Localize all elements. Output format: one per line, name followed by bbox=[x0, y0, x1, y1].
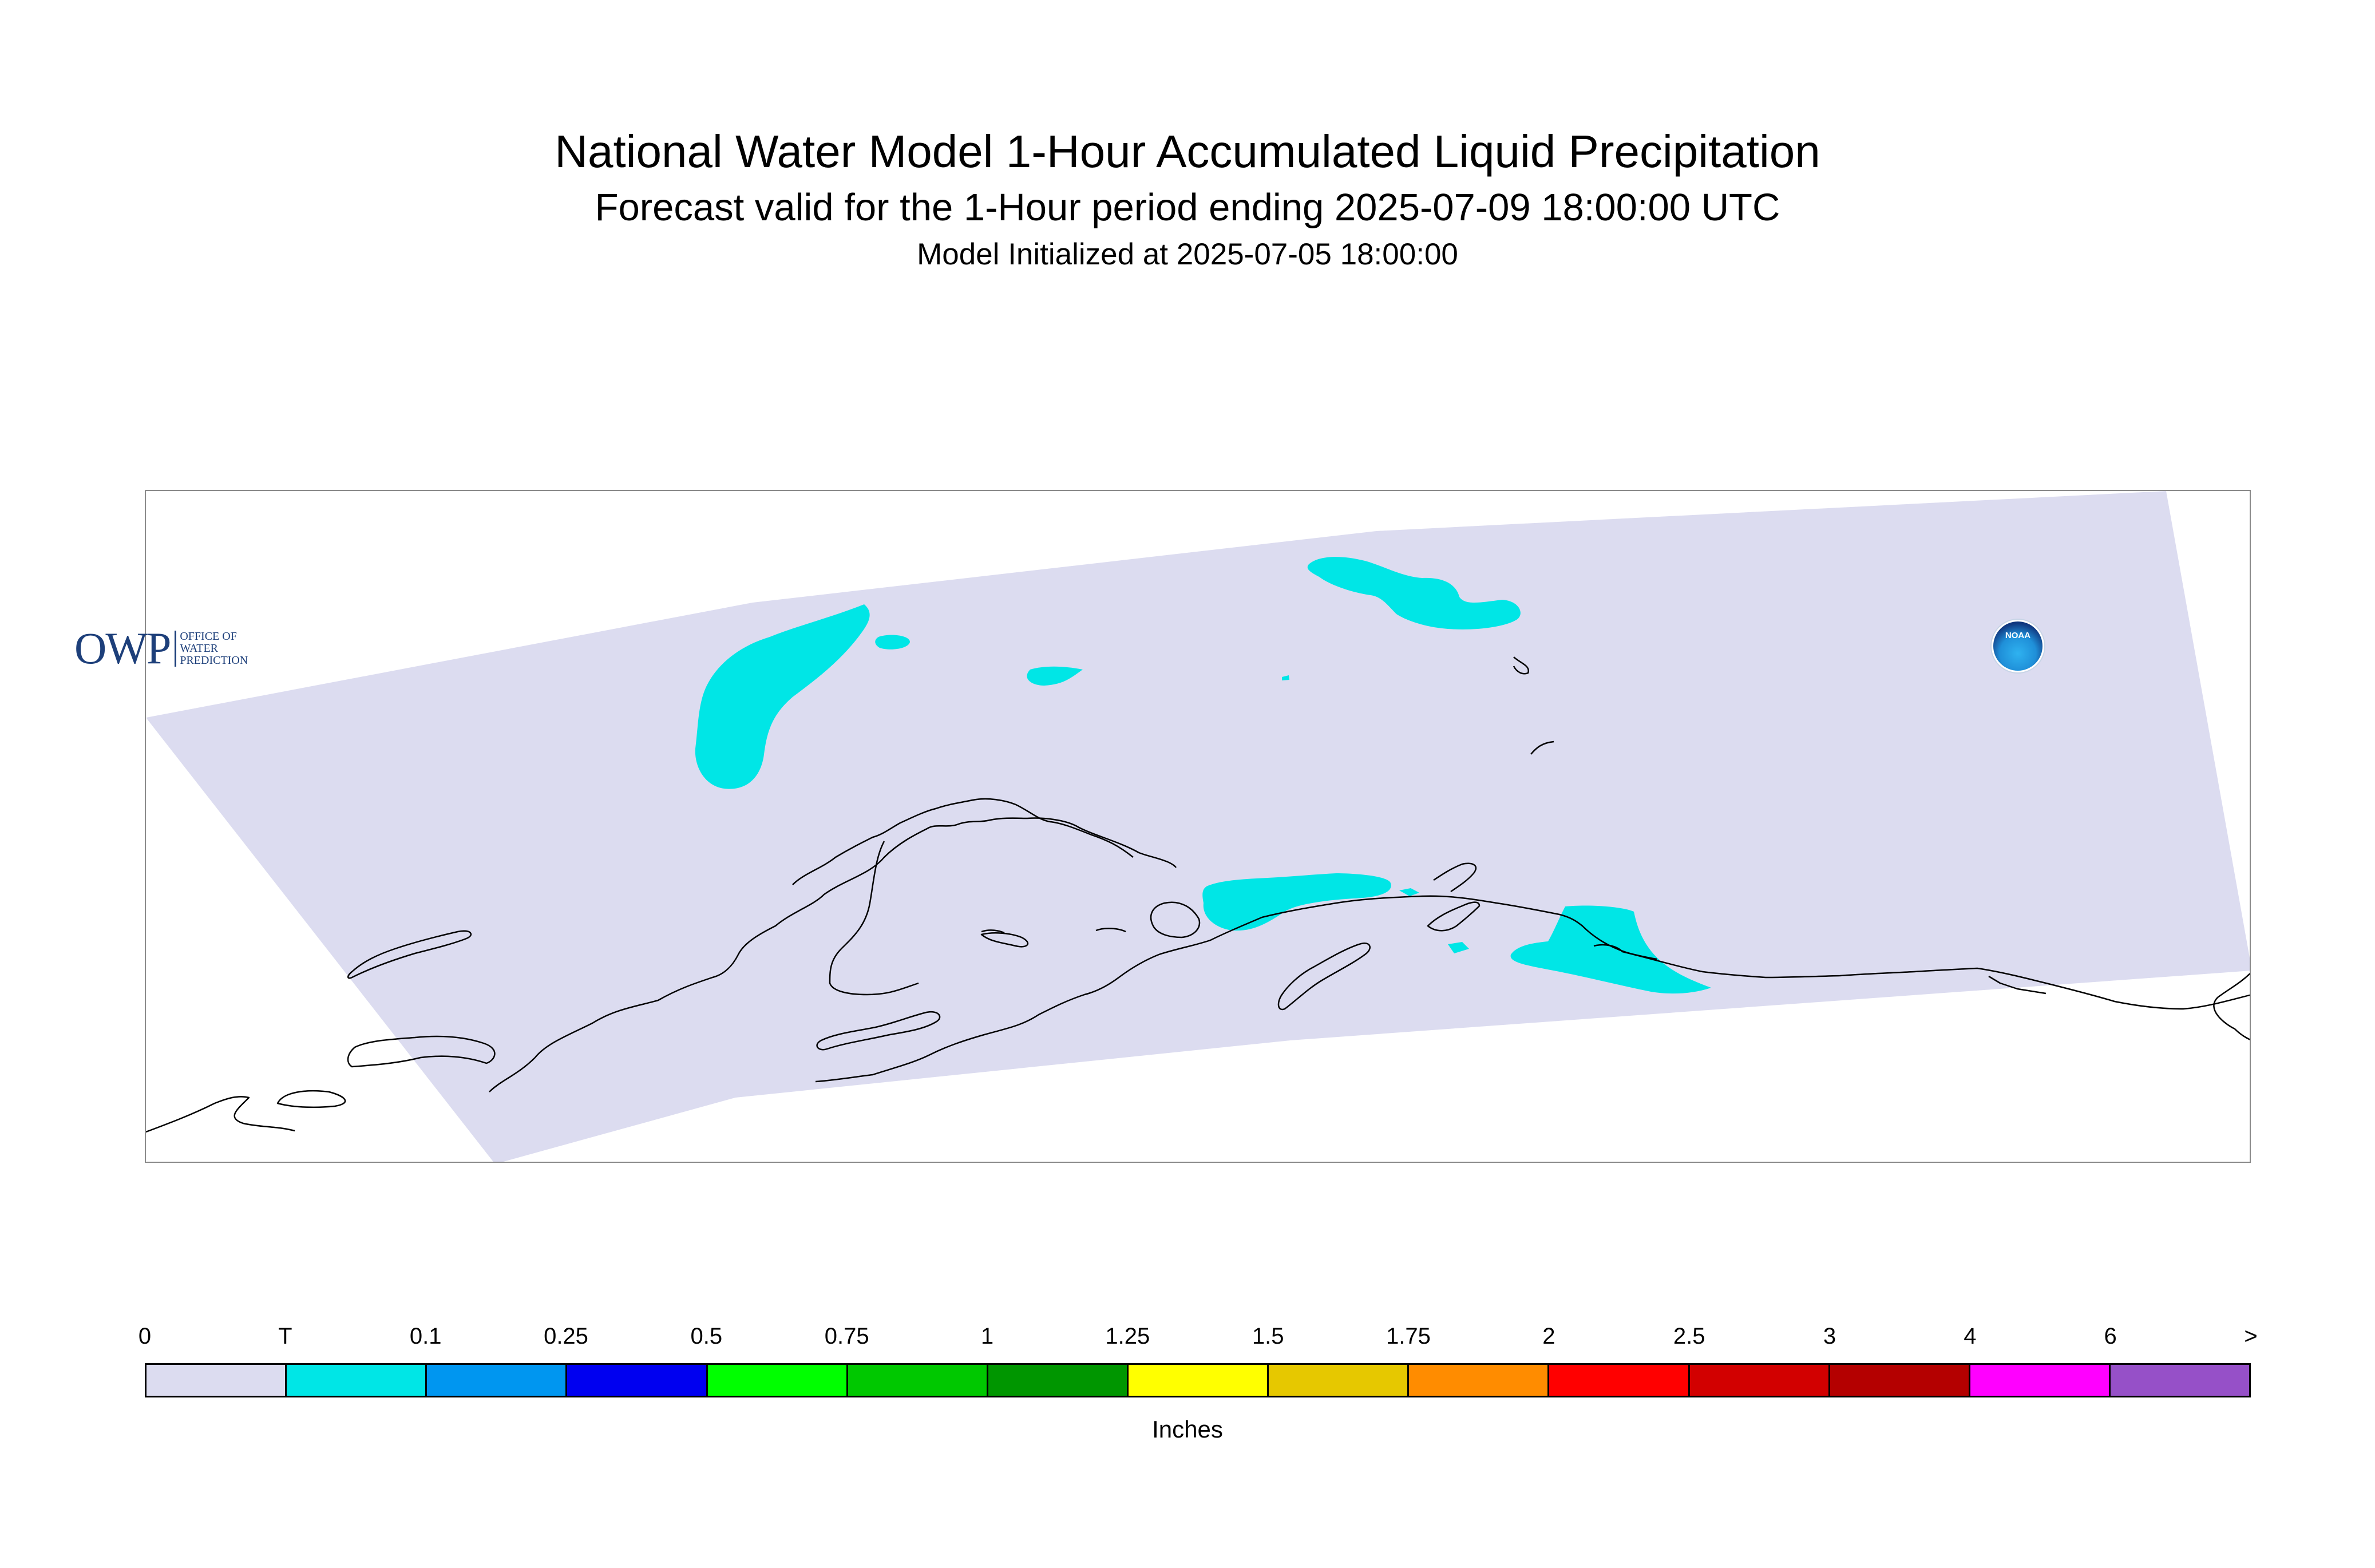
legend-swatch bbox=[1549, 1365, 1690, 1396]
coastline-southwest bbox=[146, 1096, 295, 1133]
legend-tick-label: 0.5 bbox=[690, 1324, 723, 1349]
legend-units: Inches bbox=[1152, 1416, 1223, 1443]
owp-logo: OWP OFFICE OF WATER PREDICTION bbox=[74, 625, 320, 671]
precipitation-map bbox=[146, 491, 2250, 1162]
coastline-mainland bbox=[489, 817, 1177, 1092]
coastline-canada bbox=[1513, 656, 1530, 675]
model-init-time: Model Initialized at 2025-07-05 18:00:00 bbox=[917, 237, 1458, 271]
legend-colorbar bbox=[145, 1363, 2251, 1397]
owp-logo-line-1: OFFICE OF bbox=[180, 629, 237, 643]
precip-area-northwest bbox=[695, 604, 870, 789]
legend-tick-label: 1.25 bbox=[1105, 1324, 1150, 1349]
owp-logo-word: OWP bbox=[74, 623, 171, 673]
legend-tick-label: 1 bbox=[980, 1324, 994, 1349]
coastline-southeast-islands bbox=[1593, 944, 1657, 960]
precip-area-small-1 bbox=[753, 738, 763, 749]
legend-tick-label: 2 bbox=[1542, 1324, 1555, 1349]
noaa-logo-text: NOAA bbox=[2005, 631, 2031, 640]
model-domain bbox=[146, 491, 2250, 1162]
coastline-west-1 bbox=[347, 930, 472, 979]
legend-swatch bbox=[2110, 1365, 2250, 1396]
noaa-logo: NOAA bbox=[1992, 620, 2044, 672]
precip-area-center bbox=[1027, 666, 1083, 686]
coastline-southeast bbox=[2213, 973, 2250, 1040]
legend-tick-label: 0.1 bbox=[409, 1324, 442, 1349]
coastline-chukotka bbox=[276, 1090, 346, 1108]
coastline-peninsula bbox=[815, 916, 1262, 1083]
coastline-east-border bbox=[1988, 975, 2047, 995]
coastline-lake-3 bbox=[1095, 928, 1126, 933]
precip-area-southeast bbox=[1510, 905, 1711, 994]
map-title: National Water Model 1-Hour Accumulated … bbox=[555, 126, 1820, 177]
legend-swatch bbox=[1689, 1365, 1830, 1396]
precip-area-north-center bbox=[875, 635, 910, 650]
precip-area-small-2 bbox=[1282, 675, 1289, 680]
coastline-arctic bbox=[792, 798, 1134, 885]
coastline-islands-south bbox=[816, 1011, 941, 1051]
coastline-cook-inlet bbox=[1433, 862, 1477, 893]
legend-swatch bbox=[1830, 1365, 1970, 1396]
coastline-lake-1 bbox=[980, 932, 1029, 948]
coastline-canada-2 bbox=[1530, 741, 1554, 755]
map-subtitle: Forecast valid for the 1-Hour period end… bbox=[595, 186, 1780, 229]
owp-logo-line-3: PREDICTION bbox=[180, 654, 248, 667]
legend-swatch bbox=[427, 1365, 568, 1396]
coastline-west-2 bbox=[347, 1035, 496, 1068]
legend-tick-label: 1.75 bbox=[1386, 1324, 1431, 1349]
legend-tick-label: 2.5 bbox=[1673, 1324, 1705, 1349]
legend-swatch bbox=[287, 1365, 428, 1396]
coastline-kodiak bbox=[1277, 943, 1371, 1011]
legend-labels: 0 T 0.1 0.25 0.5 0.75 1 1.25 1.5 1.75 2 2.5 3 4 6 > bbox=[138, 1322, 2258, 1356]
legend-swatch bbox=[1269, 1365, 1410, 1396]
owp-logo-text: OFFICE OF WATER PREDICTION bbox=[175, 629, 248, 667]
precip-area-northeast bbox=[1307, 557, 1521, 629]
precip-area-coast-3 bbox=[1448, 942, 1469, 953]
coastline-kenai bbox=[1427, 901, 1481, 932]
legend-tick-label: 4 bbox=[1964, 1324, 1977, 1349]
legend-swatch bbox=[848, 1365, 988, 1396]
coastline-interior bbox=[829, 841, 919, 996]
legend-swatch bbox=[1128, 1365, 1269, 1396]
legend-swatch bbox=[1409, 1365, 1550, 1396]
legend-tick-label: 0 bbox=[138, 1324, 152, 1349]
coastline-lake-2 bbox=[981, 929, 1005, 934]
map-panel bbox=[145, 490, 2251, 1163]
coastlines bbox=[146, 656, 2250, 1133]
legend-tick-label: T bbox=[278, 1324, 292, 1349]
legend-swatch bbox=[567, 1365, 708, 1396]
legend-swatch bbox=[1970, 1365, 2111, 1396]
legend-swatch bbox=[707, 1365, 848, 1396]
precip-areas bbox=[695, 557, 1711, 994]
legend-swatch bbox=[147, 1365, 287, 1396]
legend-tick-label: 1.5 bbox=[1252, 1324, 1284, 1349]
legend-tick-label: 3 bbox=[1823, 1324, 1836, 1349]
coastline-bristol bbox=[1150, 901, 1201, 939]
coastline-gulf bbox=[1261, 895, 2250, 1010]
precip-area-coast-2 bbox=[1399, 888, 1419, 896]
legend-tick-label: 0.75 bbox=[824, 1324, 869, 1349]
owp-logo-line-2: WATER bbox=[180, 642, 219, 655]
legend-tick-label: 6 bbox=[2104, 1324, 2117, 1349]
legend-swatch bbox=[988, 1365, 1129, 1396]
precip-area-coast-1 bbox=[1202, 873, 1391, 931]
legend-tick-label: 0.25 bbox=[544, 1324, 588, 1349]
legend-tick-label: > bbox=[2244, 1324, 2258, 1349]
